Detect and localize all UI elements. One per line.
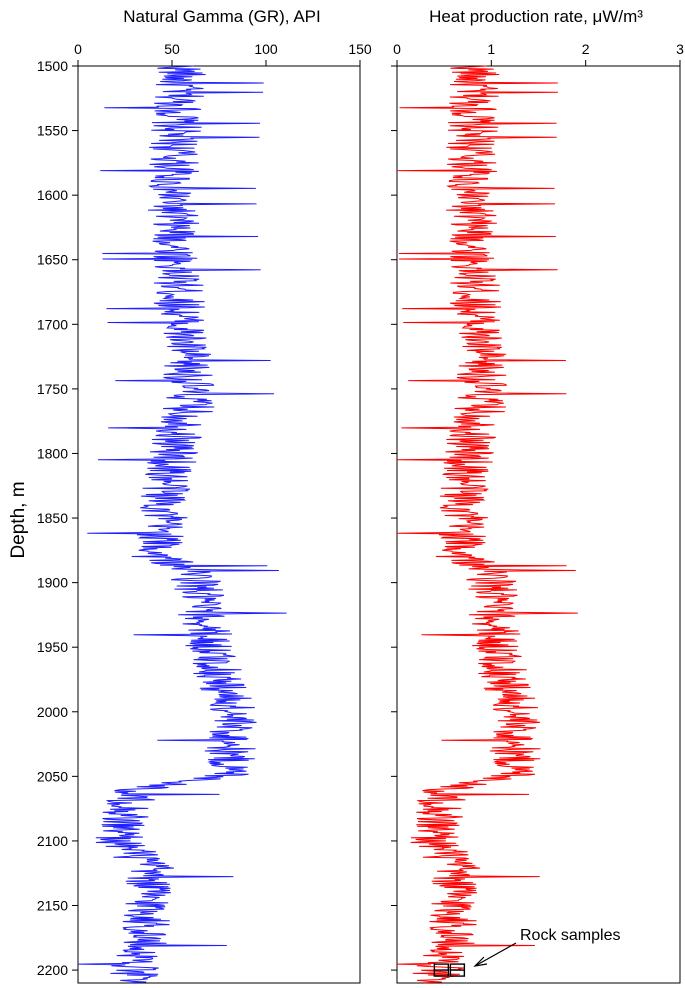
rock-samples-arrowhead [473,956,488,967]
rock-samples-label: Rock samples [520,927,620,944]
depth-tick-label: 1850 [37,510,68,526]
rock-sample-markers [433,963,466,977]
depth-tick-label: 1650 [37,252,68,268]
gamma-panel: 0 50 100 150 1500 1550 1600 1650 1700 1750 1800 18… [37,41,372,984]
y-axis-label: Depth, m [8,481,29,558]
gamma-x-tick-label: 0 [74,41,82,57]
depth-tick-label: 1500 [37,58,68,74]
heat-x-tick-label: 2 [582,41,590,57]
gamma-x-tick-label: 50 [164,41,180,57]
chart-title-gamma: Natural Gamma (GR), API [123,7,320,26]
heat-production-trace [396,65,578,984]
gamma-x-tick-label: 150 [348,41,372,57]
gamma-log-trace [77,65,287,984]
depth-ticks: 1500 1550 1600 1650 1700 1750 1800 1850 1900 1950… [37,58,78,978]
depth-tick-label: 1700 [37,316,68,332]
rock-samples-arrow [474,942,517,967]
gamma-plot-frame [77,65,361,984]
depth-tick-label: 1950 [37,639,68,655]
depth-tick-label: 2000 [37,704,68,720]
heat-panel: 0 1 2 3 Rock samples [391,41,684,984]
depth-tick-label: 1550 [37,123,68,139]
heat-depth-ticks [391,65,397,971]
depth-tick-label: 2150 [37,898,68,914]
depth-tick-label: 2100 [37,833,68,849]
heat-x-tick-label: 1 [487,41,495,57]
heat-plot-frame [396,65,681,984]
heat-x-tick-label: 3 [676,41,684,57]
depth-tick-label: 1800 [37,445,68,461]
heat-x-tick-label: 0 [393,41,401,57]
depth-tick-label: 2200 [37,962,68,978]
depth-tick-label: 1900 [37,575,68,591]
depth-tick-label: 1600 [37,187,68,203]
heat-x-ticks: 0 1 2 3 [393,41,684,66]
depth-tick-label: 2050 [37,768,68,784]
chart-title-heat: Heat production rate, μW/m³ [429,7,643,26]
depth-tick-label: 1750 [37,381,68,397]
gamma-x-ticks: 0 50 100 150 [74,41,372,66]
gamma-x-tick-label: 100 [254,41,278,57]
